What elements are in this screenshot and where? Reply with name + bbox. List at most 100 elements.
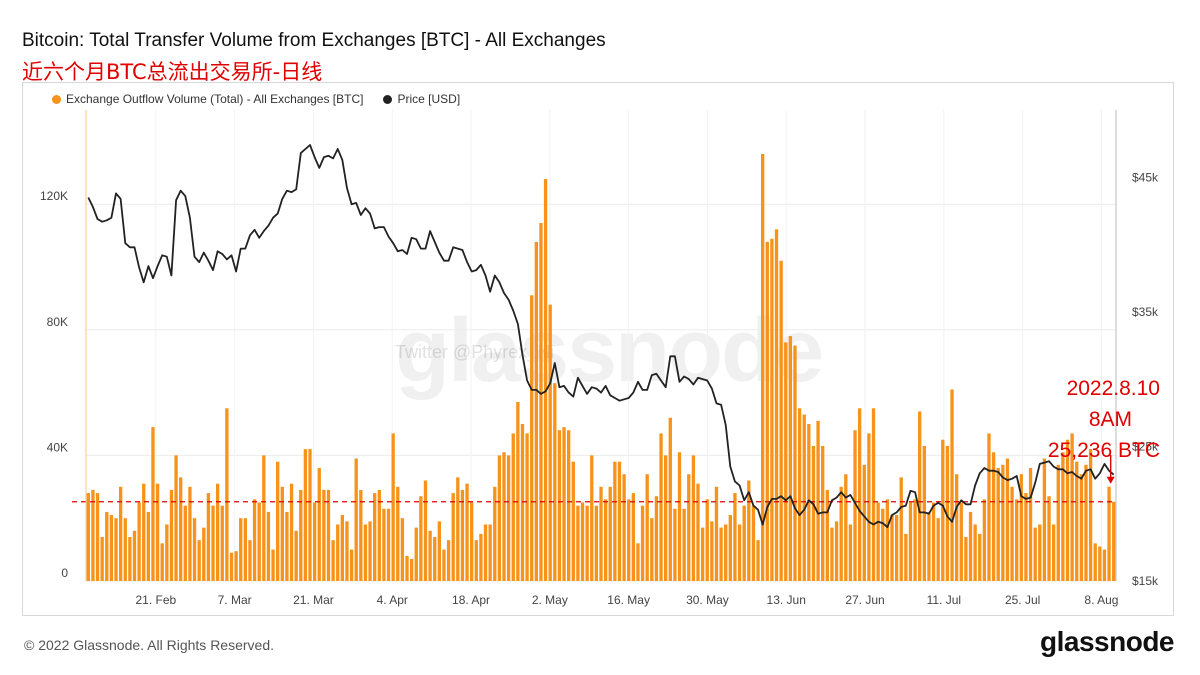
outflow-bar bbox=[617, 461, 622, 581]
x-tick-label: 27. Jun bbox=[845, 593, 884, 607]
outflow-bar bbox=[289, 483, 294, 581]
outflow-bar bbox=[1024, 493, 1028, 581]
outflow-bar bbox=[964, 537, 968, 581]
outflow-bar bbox=[257, 502, 261, 581]
outflow-bar bbox=[719, 527, 723, 581]
outflow-bar bbox=[654, 496, 659, 581]
outflow-bar bbox=[91, 489, 95, 581]
outflow-bar bbox=[363, 524, 368, 581]
outflow-bar bbox=[1088, 449, 1093, 581]
legend-item-outflow[interactable]: Exchange Outflow Volume (Total) - All Ex… bbox=[52, 92, 363, 106]
annotation-arrow-head-icon bbox=[1106, 476, 1115, 484]
outflow-bar bbox=[516, 402, 520, 581]
outflow-bar bbox=[747, 480, 751, 581]
annotation-date: 2022.8.10 bbox=[1066, 377, 1160, 400]
outflow-bar bbox=[1107, 486, 1111, 581]
outflow-bar bbox=[742, 505, 746, 581]
outflow-bar bbox=[733, 493, 737, 581]
outflow-bar bbox=[340, 515, 345, 581]
outflow-bar bbox=[169, 489, 174, 581]
outflow-bar bbox=[950, 389, 954, 581]
outflow-bar bbox=[677, 452, 682, 581]
outflow-bar bbox=[86, 493, 90, 581]
outflow-bar bbox=[640, 505, 645, 581]
outflow-bar bbox=[414, 527, 418, 581]
outflow-bar bbox=[567, 430, 571, 581]
outflow-bar bbox=[931, 502, 936, 581]
outflow-bar bbox=[830, 527, 834, 581]
outflow-bar bbox=[797, 408, 802, 581]
outflow-bar bbox=[465, 483, 469, 581]
x-tick-label: 8. Aug bbox=[1084, 593, 1118, 607]
x-tick-label: 2. May bbox=[532, 593, 568, 607]
outflow-bar bbox=[220, 505, 224, 581]
outflow-bar bbox=[493, 486, 497, 581]
outflow-bar bbox=[391, 433, 395, 581]
outflow-bar bbox=[825, 489, 829, 581]
outflow-bar bbox=[215, 483, 220, 581]
outflow-bar bbox=[520, 424, 525, 581]
outflow-bar bbox=[183, 505, 187, 581]
outflow-bar bbox=[474, 540, 478, 581]
outflow-bar bbox=[451, 493, 455, 581]
outflow-bar bbox=[627, 499, 631, 581]
outflow-bar bbox=[276, 461, 280, 581]
outflow-bar bbox=[1028, 467, 1033, 581]
outflow-bar bbox=[673, 508, 677, 581]
outflow-bar bbox=[1093, 543, 1097, 581]
outflow-bar bbox=[922, 445, 926, 581]
outflow-bar bbox=[317, 467, 321, 581]
outflow-bar bbox=[1098, 546, 1102, 581]
outflow-bar bbox=[294, 530, 298, 581]
outflow-bar bbox=[553, 383, 557, 581]
outflow-bar bbox=[687, 474, 691, 581]
outflow-bars bbox=[86, 153, 1116, 582]
outflow-legend-dot-icon bbox=[52, 94, 61, 104]
outflow-bar bbox=[530, 295, 534, 581]
outflow-bar bbox=[511, 433, 515, 581]
outflow-bar bbox=[991, 452, 996, 581]
outflow-bar bbox=[1084, 464, 1088, 581]
outflow-bar bbox=[959, 502, 963, 581]
legend-item-price[interactable]: Price [USD] bbox=[383, 92, 460, 106]
outflow-bar bbox=[146, 511, 151, 581]
outflow-bar bbox=[557, 430, 562, 581]
outflow-bar bbox=[811, 445, 816, 581]
outflow-bar bbox=[539, 223, 543, 582]
outflow-bar bbox=[359, 489, 363, 581]
y-left-tick-label: 40K bbox=[47, 440, 68, 454]
outflow-bar bbox=[423, 480, 428, 581]
outflow-bar bbox=[894, 515, 899, 581]
x-tick-label: 7. Mar bbox=[218, 593, 252, 607]
outflow-bar bbox=[1047, 496, 1051, 581]
outflow-bar bbox=[483, 524, 488, 581]
outflow-bar bbox=[1010, 486, 1014, 581]
outflow-bar bbox=[714, 486, 719, 581]
outflow-bar bbox=[211, 505, 215, 581]
y-left-tick-label: 0 bbox=[61, 566, 68, 580]
outflow-bar bbox=[696, 483, 700, 581]
outflow-bar bbox=[252, 499, 257, 581]
outflow-bar bbox=[202, 527, 206, 581]
outflow-bar bbox=[368, 521, 372, 581]
outflow-bar bbox=[95, 493, 100, 581]
outflow-bar bbox=[599, 486, 603, 581]
outflow-bar bbox=[543, 179, 548, 581]
outflow-bar bbox=[142, 483, 146, 581]
outflow-bar bbox=[645, 474, 649, 581]
outflow-bar bbox=[1065, 439, 1070, 581]
outflow-bar bbox=[682, 508, 686, 581]
outflow-bar bbox=[349, 549, 354, 581]
outflow-bar bbox=[534, 241, 538, 581]
annotation-marker bbox=[1106, 455, 1115, 484]
outflow-bar bbox=[594, 505, 599, 581]
outflow-bar bbox=[765, 241, 769, 581]
outflow-bar bbox=[793, 345, 797, 581]
outflow-bar bbox=[918, 411, 922, 581]
outflow-bar bbox=[987, 433, 991, 581]
outflow-bar bbox=[377, 489, 381, 581]
outflow-bar bbox=[1102, 549, 1107, 581]
outflow-bar bbox=[1075, 461, 1079, 581]
outflow-bar bbox=[1079, 474, 1084, 581]
